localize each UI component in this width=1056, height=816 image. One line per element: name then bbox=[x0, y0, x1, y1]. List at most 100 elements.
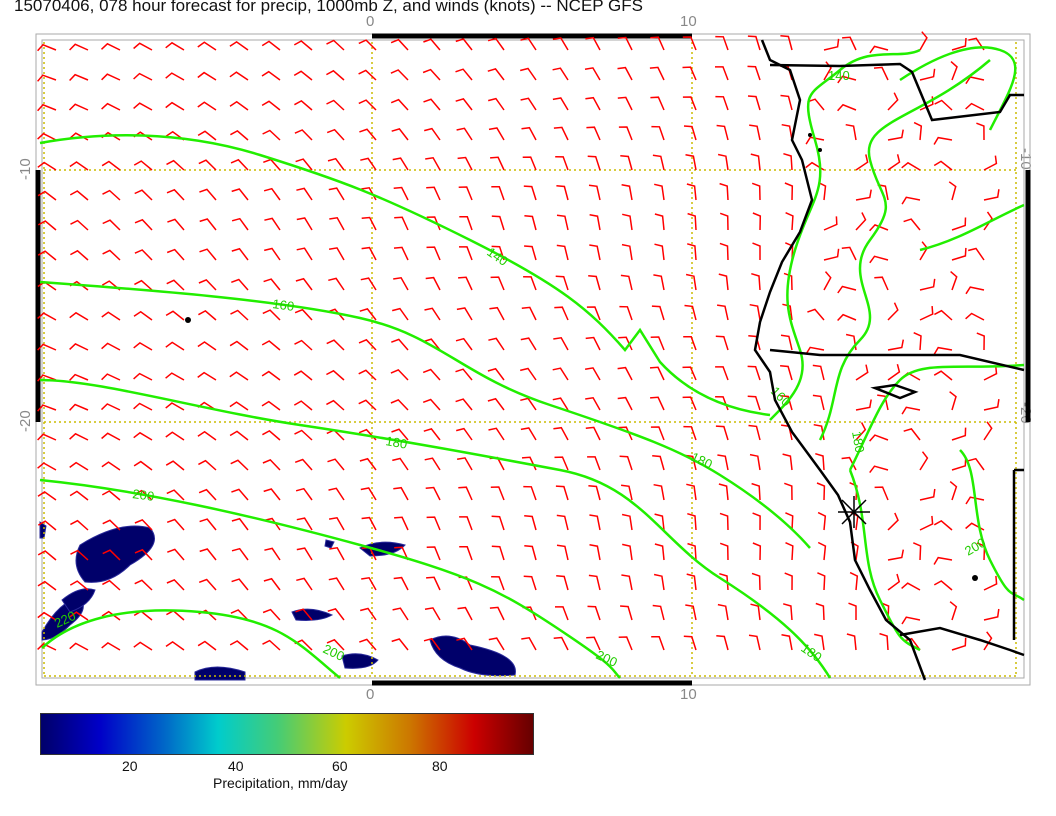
wind-barb bbox=[328, 277, 345, 291]
wind-barb bbox=[294, 458, 313, 471]
wind-barb bbox=[326, 369, 345, 381]
wind-barb bbox=[456, 637, 473, 651]
wind-barb bbox=[823, 216, 838, 231]
wind-barb bbox=[812, 394, 825, 411]
wind-barb bbox=[231, 217, 249, 231]
wind-barb bbox=[983, 575, 998, 591]
wind-barb bbox=[589, 544, 601, 561]
wind-barb bbox=[552, 37, 569, 51]
wind-barb bbox=[296, 547, 313, 561]
wind-barb bbox=[167, 218, 185, 231]
wind-barb bbox=[654, 513, 665, 531]
wind-barb bbox=[166, 159, 185, 171]
wind-barb bbox=[650, 426, 665, 441]
precip-blob bbox=[194, 666, 246, 681]
wind-barb bbox=[913, 121, 923, 141]
wind-barb bbox=[231, 517, 249, 531]
wind-barb bbox=[133, 641, 153, 651]
wind-barb bbox=[617, 396, 633, 411]
wind-barb bbox=[423, 38, 441, 51]
wind-barb bbox=[983, 631, 993, 651]
wind-barb bbox=[780, 334, 793, 351]
wind-barb bbox=[230, 609, 249, 621]
wind-barb bbox=[392, 307, 409, 321]
wind-barb bbox=[652, 455, 665, 471]
wind-barb bbox=[166, 579, 185, 591]
wind-barb bbox=[521, 306, 537, 321]
graticule bbox=[43, 42, 1017, 677]
wind-barb bbox=[586, 636, 601, 651]
wind-barb bbox=[197, 430, 217, 441]
wind-barb bbox=[807, 98, 825, 111]
wind-barb bbox=[358, 338, 377, 351]
wind-barb bbox=[296, 577, 313, 591]
wind-barb bbox=[951, 217, 967, 231]
wind-barb bbox=[877, 394, 889, 411]
wind-barb bbox=[264, 247, 281, 261]
wind-barb bbox=[101, 311, 121, 321]
wind-barb bbox=[887, 339, 905, 351]
wind-barb bbox=[261, 370, 281, 381]
wind-barb bbox=[553, 426, 569, 441]
wind-barb bbox=[719, 572, 729, 591]
wind-barb bbox=[715, 66, 729, 81]
wind-barb bbox=[983, 608, 1000, 621]
wind-barb bbox=[586, 126, 601, 141]
wind-barb bbox=[584, 367, 601, 381]
wind-barb bbox=[391, 428, 409, 441]
wind-barb bbox=[166, 518, 185, 531]
wind-barb bbox=[869, 224, 889, 232]
wind-barb bbox=[165, 72, 185, 81]
wind-barb bbox=[487, 397, 505, 411]
wind-barb bbox=[69, 43, 89, 51]
wind-barb bbox=[70, 219, 89, 231]
wind-barb bbox=[69, 373, 89, 381]
wind-barb bbox=[823, 61, 832, 81]
wind-barb bbox=[651, 305, 665, 321]
wind-barb bbox=[360, 607, 377, 621]
wind-barb bbox=[887, 302, 899, 321]
contour-label: 180 bbox=[798, 640, 824, 665]
wind-barb bbox=[459, 246, 473, 261]
wind-barb bbox=[426, 546, 441, 561]
wind-barb bbox=[294, 429, 313, 441]
wind-barb bbox=[326, 69, 345, 81]
wind-barb bbox=[823, 38, 840, 51]
wind-barb bbox=[133, 431, 153, 441]
wind-barb bbox=[199, 248, 217, 261]
wind-barb bbox=[649, 366, 665, 381]
wind-barb bbox=[653, 573, 665, 591]
wind-barb bbox=[455, 68, 473, 81]
wind-barb bbox=[328, 487, 345, 501]
wind-barb bbox=[37, 490, 57, 501]
wind-barb bbox=[520, 37, 537, 51]
wind-barb bbox=[390, 369, 409, 381]
wind-barb bbox=[752, 512, 761, 531]
wind-barb bbox=[198, 309, 217, 321]
wind-barb bbox=[818, 181, 827, 201]
wind-barb bbox=[621, 574, 633, 591]
wind-barb bbox=[100, 42, 121, 51]
wind-barb bbox=[69, 461, 89, 471]
wind-barb bbox=[37, 550, 57, 561]
wind-barb bbox=[424, 607, 441, 621]
wind-barb bbox=[683, 425, 697, 441]
wind-barb bbox=[358, 369, 377, 381]
wind-barb bbox=[619, 305, 633, 321]
precip-blob bbox=[359, 541, 406, 557]
wind-barb bbox=[715, 35, 729, 51]
wind-barb bbox=[848, 602, 857, 620]
wind-barb bbox=[199, 518, 217, 531]
wind-barb bbox=[261, 70, 281, 81]
precip-blob bbox=[341, 653, 379, 669]
wind-barb bbox=[361, 246, 377, 261]
wind-barb bbox=[933, 160, 953, 171]
wind-barb bbox=[976, 332, 985, 351]
wind-barb bbox=[101, 641, 121, 651]
wind-barb bbox=[965, 312, 985, 321]
wind-barb bbox=[295, 277, 313, 291]
wind-barb bbox=[783, 152, 793, 171]
contour-label: 180 bbox=[849, 430, 868, 454]
wind-barb bbox=[133, 402, 153, 411]
wind-barb bbox=[749, 124, 761, 141]
